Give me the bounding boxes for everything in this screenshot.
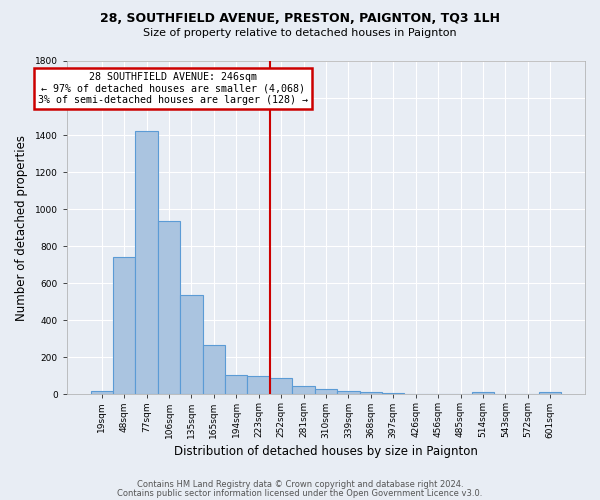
Bar xyxy=(158,221,180,394)
Text: Contains HM Land Registry data © Crown copyright and database right 2024.: Contains HM Land Registry data © Crown c… xyxy=(137,480,463,489)
Bar xyxy=(292,386,315,394)
X-axis label: Distribution of detached houses by size in Paignton: Distribution of detached houses by size … xyxy=(174,444,478,458)
Bar xyxy=(539,392,562,394)
Bar xyxy=(337,392,359,394)
Text: 28, SOUTHFIELD AVENUE, PRESTON, PAIGNTON, TQ3 1LH: 28, SOUTHFIELD AVENUE, PRESTON, PAIGNTON… xyxy=(100,12,500,26)
Bar xyxy=(113,257,136,394)
Bar xyxy=(359,392,382,394)
Bar xyxy=(180,295,203,394)
Bar xyxy=(225,375,247,394)
Bar xyxy=(270,378,292,394)
Text: 28 SOUTHFIELD AVENUE: 246sqm
← 97% of detached houses are smaller (4,068)
3% of : 28 SOUTHFIELD AVENUE: 246sqm ← 97% of de… xyxy=(38,72,308,106)
Bar xyxy=(136,132,158,394)
Bar xyxy=(91,390,113,394)
Bar xyxy=(247,376,270,394)
Y-axis label: Number of detached properties: Number of detached properties xyxy=(15,134,28,320)
Text: Size of property relative to detached houses in Paignton: Size of property relative to detached ho… xyxy=(143,28,457,38)
Bar xyxy=(472,392,494,394)
Bar xyxy=(203,345,225,394)
Text: Contains public sector information licensed under the Open Government Licence v3: Contains public sector information licen… xyxy=(118,489,482,498)
Bar xyxy=(315,389,337,394)
